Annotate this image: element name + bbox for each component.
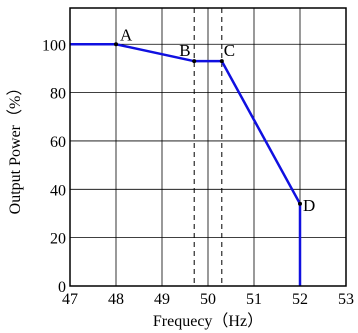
reference-lines (193, 8, 223, 286)
x-axis-label: Frequecy（Hz） (153, 312, 263, 330)
x-tick-label: 51 (246, 291, 262, 308)
point-marker (219, 59, 224, 64)
point-marker (298, 201, 302, 206)
x-tick-labels: 47 48 49 50 51 52 53 (62, 291, 354, 308)
point-label: C (224, 41, 235, 60)
point-label: D (303, 196, 315, 215)
x-tick-label: 53 (338, 291, 354, 308)
y-tick-labels: 0 20 40 60 80 100 (42, 37, 66, 296)
x-tick-label: 50 (200, 291, 216, 308)
y-tick-label: 60 (50, 134, 66, 151)
x-tick-label: 48 (108, 291, 124, 308)
y-tick-label: 40 (50, 182, 66, 199)
point-annotations: A B C D (114, 25, 315, 215)
series-layer (70, 43, 302, 286)
y-axis-label: Output Power（%） (6, 80, 24, 215)
y-tick-label: 80 (50, 86, 66, 103)
grid-lines (69, 8, 347, 287)
y-tick-label: 0 (58, 279, 66, 296)
plot-frame (69, 7, 347, 287)
y-tick-label: 20 (50, 231, 66, 248)
point-marker (192, 59, 197, 64)
x-tick-label: 47 (62, 291, 78, 308)
series-line (70, 43, 302, 286)
x-tick-label: 52 (292, 291, 308, 308)
point-marker (114, 42, 118, 47)
y-tick-label: 100 (42, 37, 66, 54)
point-label: B (179, 41, 190, 60)
x-tick-label: 49 (154, 291, 170, 308)
point-label: A (120, 25, 133, 44)
